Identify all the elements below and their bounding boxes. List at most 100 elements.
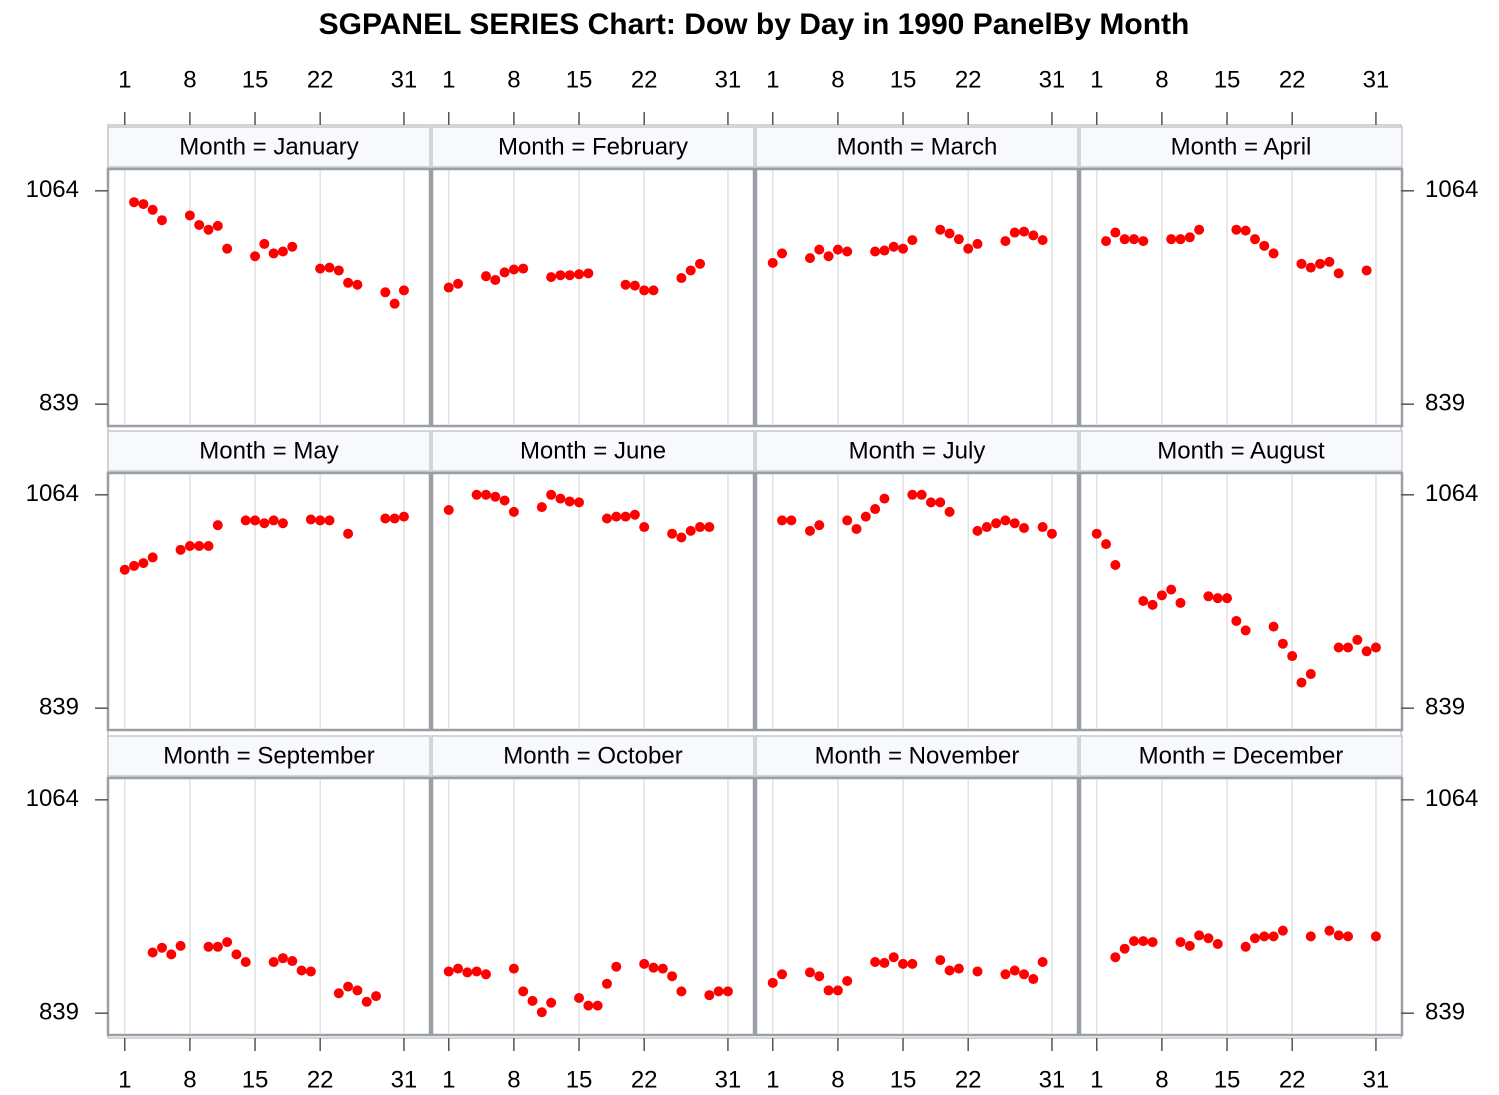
point: [315, 515, 326, 526]
point: [333, 265, 344, 276]
point: [1259, 240, 1270, 251]
point: [972, 238, 983, 249]
point: [767, 977, 778, 988]
point: [1184, 232, 1195, 243]
point: [1212, 938, 1223, 949]
panel-background: [754, 167, 1080, 428]
point: [333, 988, 344, 999]
x-tick-label: 1: [1090, 1066, 1103, 1093]
point: [907, 958, 918, 969]
point: [1019, 969, 1030, 980]
panel-label: Month = March: [837, 133, 998, 160]
point: [583, 1000, 594, 1011]
point: [1037, 235, 1048, 246]
point: [222, 243, 233, 254]
point: [268, 515, 279, 526]
point: [129, 197, 140, 208]
panel-label: Month = November: [815, 742, 1020, 769]
point: [953, 234, 964, 245]
point: [1296, 677, 1307, 688]
chart-title: SGPANEL SERIES Chart: Dow by Day in 1990…: [319, 8, 1190, 41]
x-tick-label: 8: [1155, 66, 1168, 93]
point: [194, 541, 205, 552]
point: [1037, 522, 1048, 533]
panel-background: [106, 776, 432, 1037]
point: [804, 525, 815, 536]
point: [156, 215, 167, 226]
x-tick-label: 8: [183, 1066, 196, 1093]
point: [786, 515, 797, 526]
point: [592, 1000, 603, 1011]
point: [1370, 931, 1381, 942]
point: [138, 199, 149, 210]
x-tick-label: 22: [631, 1066, 658, 1093]
panel-header: [431, 735, 755, 777]
x-tick-label: 22: [631, 66, 658, 93]
point: [851, 523, 862, 534]
point: [343, 981, 354, 992]
point: [518, 986, 529, 997]
point: [398, 511, 409, 522]
point: [1166, 234, 1177, 245]
point: [574, 993, 585, 1004]
panel-header: [755, 430, 1079, 472]
x-tick-label: 8: [831, 66, 844, 93]
point: [184, 210, 195, 221]
point: [1370, 642, 1381, 653]
point: [685, 265, 696, 276]
point: [804, 967, 815, 978]
y-tick-label: 839: [39, 999, 79, 1026]
panel-background: [430, 167, 756, 428]
point: [564, 270, 575, 281]
point: [471, 489, 482, 500]
point: [1138, 236, 1149, 247]
panel-header: [431, 430, 755, 472]
point: [1203, 933, 1214, 944]
point: [704, 990, 715, 1001]
point: [574, 269, 585, 280]
point: [352, 279, 363, 290]
point: [147, 552, 158, 563]
x-tick-label: 22: [955, 1066, 982, 1093]
point: [1231, 615, 1242, 626]
point: [1268, 621, 1279, 632]
panel-background: [430, 776, 756, 1037]
point: [704, 522, 715, 533]
point: [352, 985, 363, 996]
point: [1333, 268, 1344, 279]
point: [453, 963, 464, 974]
panel-label: Month = June: [520, 437, 666, 464]
point: [972, 525, 983, 536]
point: [648, 962, 659, 973]
panel-label: Month = August: [1157, 437, 1325, 464]
point: [203, 541, 214, 552]
y-tick-label: 1064: [1425, 176, 1478, 203]
point: [212, 941, 223, 952]
point: [944, 965, 955, 976]
point: [277, 518, 288, 529]
panel-header: [107, 430, 431, 472]
point: [767, 257, 778, 268]
point: [601, 513, 612, 524]
point: [1343, 931, 1354, 942]
point: [972, 966, 983, 977]
point: [203, 224, 214, 235]
point: [935, 955, 946, 966]
point: [944, 228, 955, 239]
point: [1268, 931, 1279, 942]
point: [1110, 227, 1121, 238]
panel-background: [1078, 776, 1404, 1037]
point: [1000, 515, 1011, 526]
x-tick-label: 15: [890, 1066, 917, 1093]
point: [305, 966, 316, 977]
point: [898, 958, 909, 969]
panel-label: Month = May: [199, 437, 338, 464]
point: [1138, 596, 1149, 607]
point: [907, 489, 918, 500]
x-tick-label: 31: [391, 66, 418, 93]
point: [138, 558, 149, 569]
point: [536, 1007, 547, 1018]
point: [1305, 669, 1316, 680]
y-tick-label: 839: [1425, 390, 1465, 417]
point: [1156, 590, 1167, 601]
